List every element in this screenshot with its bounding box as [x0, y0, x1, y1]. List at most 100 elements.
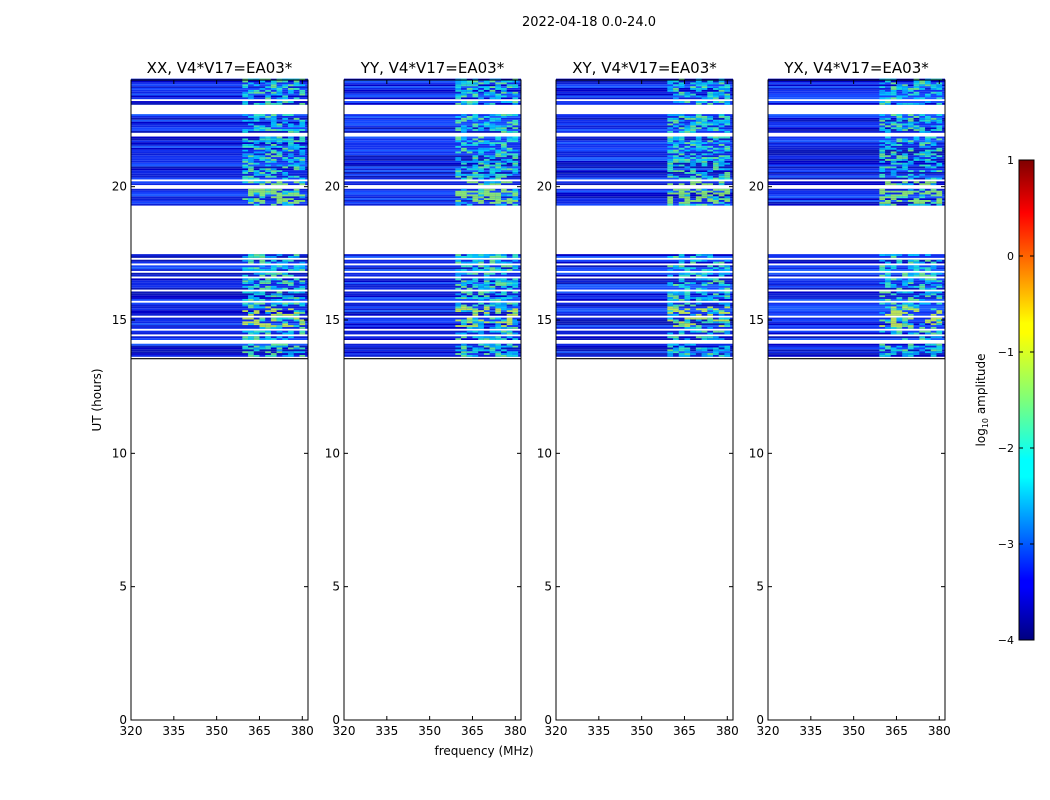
heatmap-cell — [673, 308, 679, 311]
heatmap-cell — [684, 272, 691, 275]
heatmap-cell — [678, 183, 685, 186]
heatmap-cell — [902, 102, 908, 105]
heatmap-cell — [506, 332, 513, 335]
heatmap-cell — [478, 162, 484, 165]
heatmap-row — [344, 312, 521, 314]
heatmap-cell — [678, 310, 685, 312]
heatmap-cell — [678, 304, 685, 307]
heatmap-cell — [489, 97, 496, 100]
heatmap-row — [131, 345, 308, 348]
heatmap-cell — [253, 284, 260, 286]
heatmap-cell — [707, 319, 714, 322]
heatmap-cell — [718, 181, 725, 184]
heatmap-cell — [259, 254, 266, 256]
heatmap-cell — [466, 280, 473, 283]
heatmap-cell — [248, 287, 254, 290]
heatmap-cell — [890, 310, 897, 312]
heatmap-cell — [299, 354, 306, 357]
heatmap-cell — [907, 177, 914, 180]
heatmap-cell — [293, 319, 300, 322]
panel-title: YX, V4*V17=EA03* — [783, 59, 929, 77]
heatmap-cell — [684, 267, 691, 270]
heatmap-cell — [890, 302, 897, 305]
heatmap-cell — [242, 153, 249, 156]
heatmap-cell — [724, 140, 731, 143]
heatmap-cell — [501, 353, 507, 355]
heatmap-cell — [512, 354, 519, 357]
heatmap-cell — [667, 269, 674, 271]
heatmap-row — [131, 158, 308, 161]
heatmap-cell — [701, 196, 708, 199]
heatmap-cell — [890, 82, 897, 85]
heatmap-cell — [293, 269, 300, 271]
heatmap-cell — [506, 149, 513, 152]
heatmap-cell — [907, 306, 914, 309]
heatmap-cell — [885, 80, 891, 83]
heatmap-cell — [506, 153, 513, 156]
heatmap-cell — [253, 272, 260, 275]
heatmap-cell — [466, 330, 473, 333]
heatmap-cell — [489, 144, 496, 146]
heatmap-cell — [299, 136, 306, 139]
heatmap-cell — [242, 321, 249, 324]
heatmap-cell — [288, 198, 294, 200]
heatmap-cell — [925, 158, 931, 161]
heatmap-cell — [506, 310, 513, 312]
heatmap-cell — [512, 164, 519, 167]
heatmap-cell — [265, 138, 271, 141]
heatmap-cell — [478, 153, 484, 156]
heatmap-row — [768, 265, 945, 268]
heatmap-cell — [461, 101, 467, 103]
heatmap-cell — [913, 86, 920, 88]
heatmap-cell — [478, 86, 484, 88]
heatmap-cell — [667, 291, 674, 294]
heatmap-cell — [461, 272, 467, 275]
heatmap-cell — [724, 116, 731, 118]
heatmap-cell — [478, 265, 484, 268]
heatmap-cell — [678, 177, 685, 180]
heatmap-cell — [259, 280, 266, 283]
heatmap-row — [131, 177, 308, 180]
heatmap-cell — [667, 284, 674, 286]
heatmap-row — [768, 274, 945, 277]
heatmap-cell — [288, 175, 294, 178]
heatmap-row — [556, 336, 733, 339]
heatmap-cell — [282, 265, 289, 268]
heatmap-cell — [913, 201, 920, 204]
heatmap-row — [556, 168, 733, 171]
heatmap-cell — [930, 129, 937, 131]
heatmap-cell — [512, 140, 519, 143]
heatmap-cell — [684, 194, 691, 197]
heatmap-row — [556, 349, 733, 352]
heatmap-cell — [270, 160, 277, 163]
heatmap-cell — [695, 142, 702, 144]
heatmap-cell — [265, 136, 271, 139]
heatmap-cell — [299, 177, 306, 180]
heatmap-cell — [695, 188, 702, 191]
heatmap-cell — [902, 304, 908, 307]
heatmap-cell — [925, 319, 931, 322]
heatmap-row — [768, 183, 945, 186]
heatmap-cell — [936, 259, 943, 262]
heatmap-cell — [724, 145, 731, 148]
heatmap-cell — [276, 198, 283, 200]
heatmap-cell — [695, 254, 702, 256]
heatmap-row — [768, 153, 945, 156]
heatmap-cell — [270, 353, 277, 355]
heatmap-cell — [919, 261, 926, 264]
heatmap-cell — [512, 123, 519, 126]
heatmap-cell — [501, 282, 507, 284]
heatmap-cell — [483, 181, 490, 184]
heatmap-row — [768, 319, 945, 322]
heatmap-row — [131, 168, 308, 171]
heatmap-cell — [695, 326, 702, 329]
heatmap-row — [131, 181, 308, 184]
heatmap-cell — [879, 203, 886, 206]
heatmap-cell — [678, 136, 685, 139]
heatmap-cell — [902, 164, 908, 167]
heatmap-cell — [925, 84, 931, 87]
heatmap-cell — [276, 261, 283, 264]
heatmap-cell — [483, 345, 490, 348]
heatmap-cell — [913, 102, 920, 105]
heatmap-cell — [489, 267, 496, 270]
